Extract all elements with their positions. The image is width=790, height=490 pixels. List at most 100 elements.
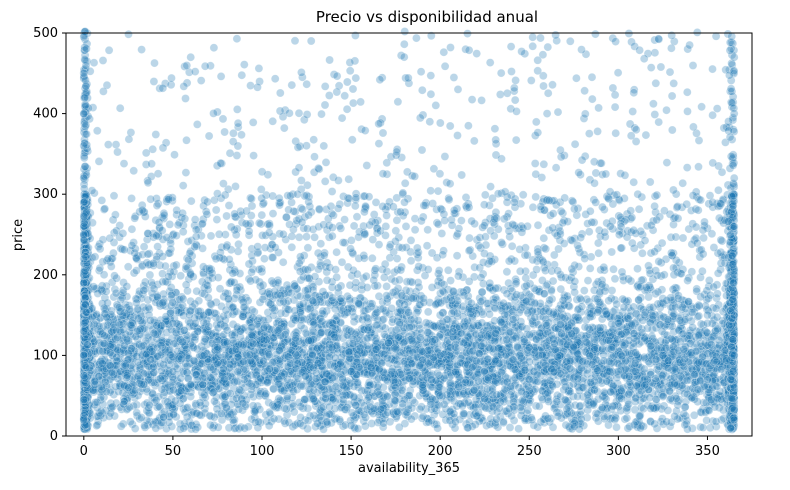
data-point — [80, 306, 90, 316]
data-point — [153, 280, 162, 289]
data-point — [202, 210, 212, 219]
data-point — [580, 254, 590, 263]
data-point — [635, 45, 644, 55]
data-point — [530, 343, 539, 353]
data-point — [507, 254, 516, 264]
data-point — [80, 275, 89, 285]
data-point — [260, 243, 270, 252]
data-point — [418, 263, 428, 273]
data-point — [96, 313, 105, 323]
data-point — [381, 332, 390, 342]
data-point — [82, 350, 91, 360]
data-point — [277, 343, 287, 353]
data-point — [414, 262, 424, 271]
data-point — [474, 241, 484, 250]
data-point — [593, 127, 602, 136]
data-point — [79, 393, 89, 403]
chart-title: Precio vs disponibilidad anual — [316, 8, 538, 26]
data-point — [583, 341, 593, 351]
data-point — [80, 399, 90, 409]
data-point — [320, 177, 330, 186]
data-point — [531, 117, 541, 127]
data-point — [586, 386, 596, 395]
data-point — [81, 349, 91, 359]
data-point — [181, 264, 191, 274]
data-point — [548, 348, 558, 358]
data-point — [660, 206, 669, 215]
data-point — [382, 344, 391, 354]
data-point — [415, 380, 425, 390]
data-point — [261, 376, 271, 386]
data-point — [80, 300, 89, 310]
data-point — [81, 361, 91, 370]
data-point — [662, 158, 672, 167]
data-point — [264, 287, 274, 297]
data-point — [299, 398, 308, 408]
data-point — [104, 365, 113, 374]
data-point — [137, 45, 146, 54]
data-point — [713, 343, 723, 353]
data-point — [724, 386, 734, 396]
data-point — [478, 326, 488, 335]
data-point — [486, 182, 495, 191]
data-point — [440, 62, 450, 71]
data-point — [574, 417, 584, 426]
data-point — [507, 241, 517, 251]
data-point — [252, 380, 262, 390]
data-point — [726, 291, 735, 301]
data-point — [81, 370, 90, 380]
data-point — [153, 229, 163, 239]
data-point — [79, 334, 89, 343]
data-point — [514, 424, 523, 434]
data-point — [80, 302, 89, 312]
data-point — [81, 325, 90, 335]
data-point — [728, 378, 738, 388]
data-point — [256, 185, 266, 194]
data-point — [188, 382, 197, 392]
data-point — [80, 337, 89, 347]
data-point — [155, 325, 165, 335]
data-point — [123, 262, 133, 272]
data-point — [187, 196, 196, 206]
data-point — [81, 365, 90, 374]
data-point — [628, 107, 638, 116]
data-point — [425, 117, 435, 126]
data-point — [145, 417, 155, 426]
data-point — [618, 307, 627, 317]
data-point — [350, 201, 360, 211]
data-point — [254, 329, 264, 339]
data-point — [539, 160, 549, 169]
data-point — [645, 265, 654, 275]
data-point — [530, 350, 540, 360]
data-point — [211, 346, 220, 355]
data-point — [501, 304, 511, 314]
data-point — [650, 191, 660, 201]
data-point — [81, 332, 91, 342]
data-point — [324, 91, 334, 100]
data-point — [453, 329, 463, 339]
data-point — [222, 404, 232, 414]
data-point — [80, 314, 89, 323]
data-point — [145, 270, 155, 280]
data-point — [81, 403, 91, 412]
data-point — [316, 349, 326, 359]
data-point — [652, 360, 662, 369]
data-point — [109, 191, 119, 201]
data-point — [149, 77, 159, 86]
data-point — [293, 262, 302, 272]
data-point — [304, 366, 314, 376]
data-point — [439, 47, 449, 57]
data-point — [218, 378, 228, 387]
data-point — [685, 371, 695, 380]
data-point — [189, 321, 199, 331]
data-point — [88, 103, 98, 112]
data-point — [405, 370, 415, 380]
data-point — [359, 253, 369, 263]
data-point — [355, 410, 364, 420]
data-point — [88, 371, 98, 381]
data-point — [80, 395, 90, 405]
data-point — [535, 312, 545, 321]
data-point — [159, 214, 169, 223]
data-point — [211, 205, 221, 215]
